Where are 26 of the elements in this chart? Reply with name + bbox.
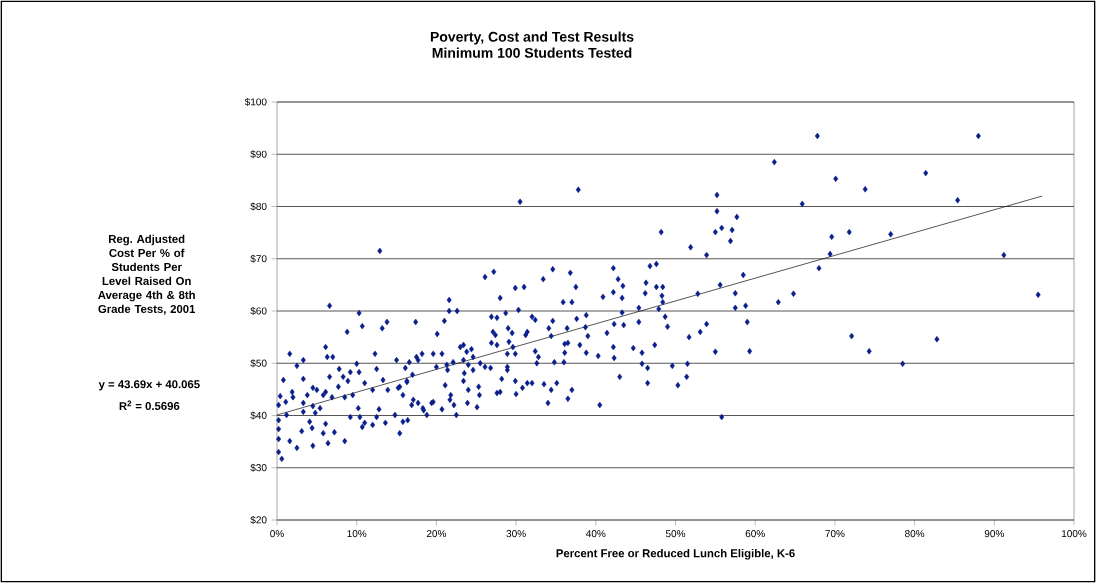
chart-subtitle: Minimum 100 Students Tested xyxy=(432,47,632,58)
x-tick-label: 30% xyxy=(506,530,526,538)
x-tick-label: 80% xyxy=(905,530,925,538)
x-tick-label: 70% xyxy=(825,530,845,538)
x-tick-label: 20% xyxy=(426,530,447,538)
y-tick-label: $80 xyxy=(250,202,267,211)
y-axis-title: Reg. Adjusted Cost Per % of Students Per Level Raised On Average 4th & 8th Grade Tests, 2001 xyxy=(98,234,196,315)
y-tick-label: $100 xyxy=(244,97,267,107)
y-tick-label: $90 xyxy=(250,150,267,159)
x-axis-title: Percent Free or Reduced Lunch Eligible, K-6 xyxy=(556,548,795,560)
x-tick-label: 100% xyxy=(1061,530,1087,538)
y-tick-label: $20 xyxy=(250,515,267,525)
text: R$^{2}$ = 0.5696 xyxy=(119,400,180,411)
y-tick-label: $60 xyxy=(250,306,267,316)
x-tick-label: 10% xyxy=(347,530,367,538)
x-tick-label: 60% xyxy=(745,530,765,538)
y-tick-label: $40 xyxy=(250,411,267,420)
text: y = 43.69x + 40.065 xyxy=(98,380,200,391)
y-tick-label: $70 xyxy=(250,254,267,263)
x-tick-label: 0% xyxy=(270,530,284,538)
y-tick-label: $50 xyxy=(250,359,267,368)
chart-title: Poverty, Cost and Test Results xyxy=(430,31,634,45)
x-tick-label: 40% xyxy=(586,530,606,538)
x-tick-label: 90% xyxy=(984,530,1004,538)
x-tick-label: 50% xyxy=(665,530,686,538)
y-tick-label: $30 xyxy=(250,463,267,472)
